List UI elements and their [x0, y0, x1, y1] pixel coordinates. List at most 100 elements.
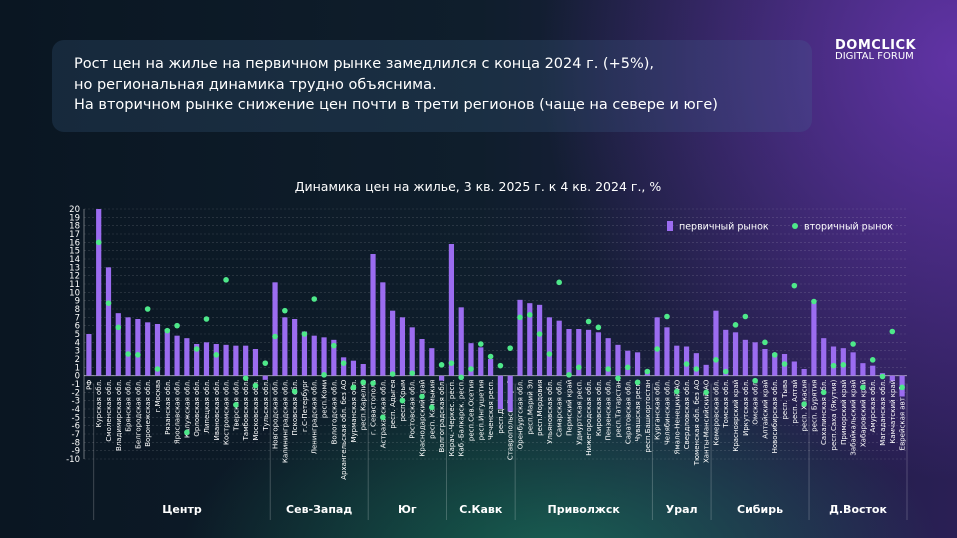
bar	[262, 375, 268, 380]
dot	[673, 388, 680, 395]
bar	[174, 335, 180, 376]
bar	[821, 338, 827, 376]
y-tick-label: 1	[75, 363, 80, 373]
bar	[566, 329, 572, 376]
dot	[380, 414, 386, 421]
bar	[772, 353, 778, 376]
x-tick-label: респ. Адыгея	[389, 380, 397, 429]
header-line: Рост цен на жилье на первичном рынке зам…	[74, 56, 654, 72]
x-tick-label: Архангельская обл. без АО	[340, 379, 348, 480]
bar	[115, 313, 121, 376]
bar	[194, 344, 200, 376]
x-tick-label: Брянская обл.	[125, 380, 133, 432]
bar	[390, 310, 396, 376]
x-tick-label: Ямало-Ненецкий АО	[673, 379, 681, 454]
y-tick-label: -4	[72, 405, 80, 415]
dot	[360, 379, 367, 386]
dot	[644, 368, 651, 375]
y-tick-label: 14	[69, 255, 80, 265]
dot	[468, 366, 474, 372]
bar	[311, 335, 317, 376]
x-tick-label: Курганская обл.	[654, 380, 662, 440]
x-tick-label: Ивановская обл.	[213, 380, 221, 441]
y-tick-label: -2	[72, 388, 80, 398]
bar	[556, 320, 562, 376]
x-tick-label: Приморский край	[840, 380, 848, 445]
bar	[488, 359, 494, 376]
x-tick-label: респ.Башкортостан	[644, 380, 652, 453]
bar	[507, 375, 513, 412]
y-tick-label: 18	[69, 222, 80, 232]
bar	[595, 332, 601, 376]
dot	[115, 324, 122, 331]
bar	[439, 375, 445, 381]
x-tick-label: респ.Мордовия	[536, 380, 544, 436]
dot	[154, 366, 161, 372]
x-tick-label: Чувашская респ.	[634, 380, 642, 442]
bar	[429, 348, 435, 376]
x-tick-label: Московская обл.	[252, 380, 260, 441]
group-label: Д.Восток	[829, 503, 887, 516]
x-tick-label: Ярославская обл.	[174, 380, 182, 444]
dot	[252, 382, 259, 389]
x-tick-label: Саратовская обл.	[624, 380, 632, 445]
group-label: Сев-Запад	[286, 503, 352, 516]
y-tick-label: 3	[75, 347, 80, 357]
x-tick-label: Ставропольский край	[507, 380, 515, 460]
bar	[723, 329, 729, 376]
x-tick-label: Омская обл.	[752, 380, 760, 425]
legend-label: первичный рынок	[679, 222, 769, 233]
group-label: Сибирь	[737, 503, 783, 516]
x-tick-label: респ.Карелия	[360, 380, 368, 431]
x-tick-label: Курская обл.	[95, 380, 103, 428]
y-tick-label: 0	[75, 372, 80, 382]
dot	[282, 307, 288, 314]
dot	[605, 366, 611, 372]
dot	[840, 362, 847, 368]
dot	[713, 357, 719, 363]
x-tick-label: Псковская обл.	[291, 380, 299, 436]
dot	[556, 279, 562, 286]
x-tick-label: Самарская обл.	[556, 380, 564, 437]
bar	[870, 365, 876, 376]
y-tick-label: 5	[75, 330, 80, 340]
x-tick-label: респ.Коми	[321, 380, 329, 418]
x-tick-label: Магаданская обл.	[879, 380, 887, 446]
dot	[184, 429, 190, 436]
x-tick-label: Чеченская респ.	[487, 380, 495, 440]
dot	[429, 404, 435, 411]
bar	[125, 317, 131, 376]
dot	[144, 306, 151, 312]
bar	[752, 342, 758, 376]
header-line: На вторичном рынке снижение цен почти в …	[74, 97, 718, 113]
y-tick-label: 7	[75, 313, 80, 323]
bar	[203, 342, 210, 376]
x-tick-label: Владимирская обл.	[115, 380, 123, 451]
x-tick-label: г.Москва	[154, 380, 162, 413]
y-tick-label: -8	[72, 438, 80, 448]
x-tick-label: Липецкая обл.	[203, 380, 211, 434]
y-tick-label: -3	[72, 397, 80, 407]
logo-brand: DOMCLICK	[835, 38, 917, 53]
y-tick-label: 20	[69, 205, 80, 215]
y-tick-label: 6	[75, 322, 80, 332]
dot	[164, 327, 171, 334]
header-line: но региональная динамика трудно объясним…	[74, 77, 437, 93]
dot	[634, 379, 641, 386]
x-tick-label: Ханты-Мансийский АО	[703, 379, 711, 463]
dot	[174, 322, 180, 329]
bar	[468, 343, 474, 376]
bar	[164, 329, 170, 376]
dot	[125, 351, 131, 357]
bar	[350, 360, 357, 376]
y-tick-label: -7	[72, 430, 80, 440]
dot	[340, 360, 347, 366]
dot	[193, 346, 200, 352]
x-tick-label: респ. Тыва	[781, 380, 789, 420]
bar	[233, 345, 239, 376]
bar	[634, 352, 641, 376]
chart-title: Динамика цен на жилье, 3 кв. 2025 г. к 4…	[295, 179, 662, 194]
bar	[213, 344, 219, 376]
x-tick-label: Астраханская обл.	[379, 380, 387, 449]
